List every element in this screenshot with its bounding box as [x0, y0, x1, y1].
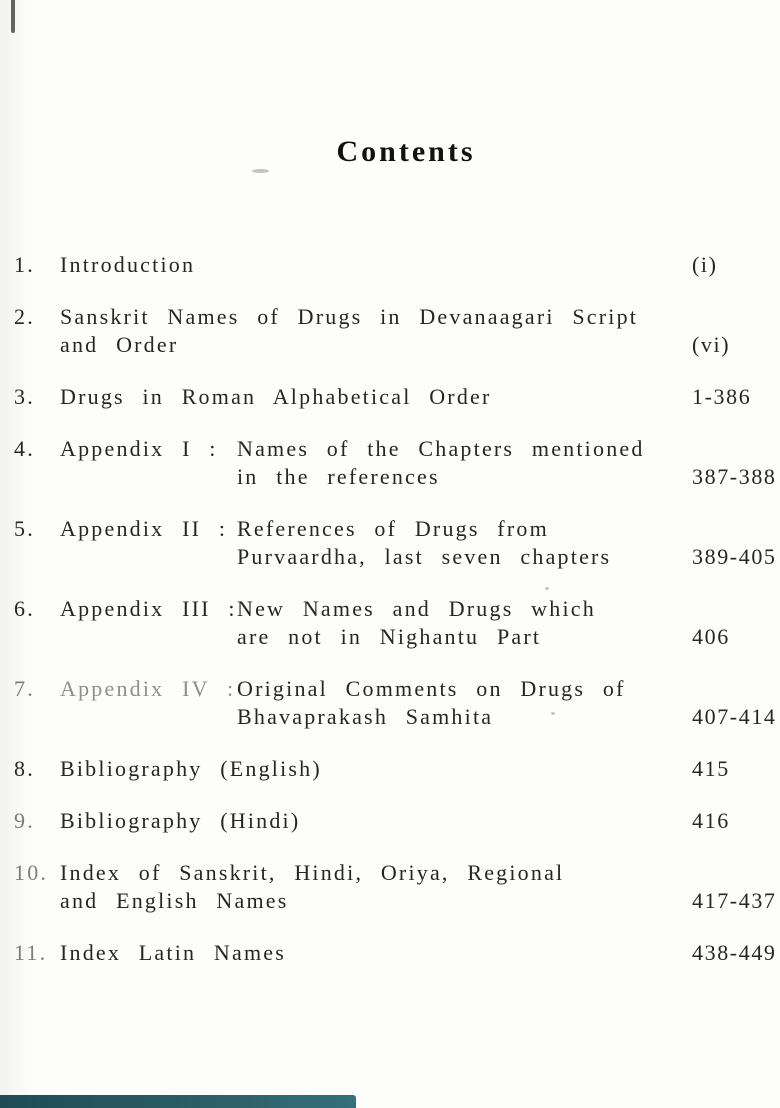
toc-item: 2. Sanskrit Names of Drugs in Devanaagari…: [0, 303, 780, 359]
title-line: Drugs in Roman Alphabetical Order: [60, 384, 492, 409]
item-title: Index Latin Names: [60, 939, 692, 967]
description-line: Names of the Chapters mentioned: [237, 436, 645, 461]
description-line: Original Comments on Drugs of: [237, 676, 626, 701]
description-line: Bhavaprakash Samhita: [237, 704, 494, 729]
toc-list: 1. Introduction (i) 2. Sanskrit Names of Dru…: [0, 251, 780, 967]
appendix-label: Appendix IV :: [60, 676, 236, 701]
description-line: in the references: [237, 464, 440, 489]
item-title: Drugs in Roman Alphabetical Order: [60, 383, 692, 411]
description-line: are not in Nighantu Part: [237, 624, 542, 649]
item-number: 3.: [14, 384, 35, 409]
item-title: Appendix IV : Original Comments on Drugs …: [60, 675, 692, 731]
item-title: Bibliography (English): [60, 755, 692, 783]
item-title: Appendix III : New Names and Drugs which a…: [60, 595, 692, 651]
toc-item: 4. Appendix I : Names of the Chapters ment…: [0, 435, 780, 491]
toc-item: 11. Index Latin Names 438-449: [0, 939, 780, 967]
item-number: 2.: [14, 304, 35, 329]
appendix-label: Appendix II :: [60, 516, 228, 541]
page-number: (i): [692, 252, 718, 277]
item-number: 5.: [14, 516, 35, 541]
toc-item: 5. Appendix II : References of Drugs from P…: [0, 515, 780, 571]
title-line: Bibliography (Hindi): [60, 808, 301, 833]
item-number: 4.: [14, 436, 35, 461]
title-line: and English Names: [60, 888, 289, 913]
title-line: Index of Sanskrit, Hindi, Oriya, Regiona…: [60, 860, 565, 885]
item-title: Index of Sanskrit, Hindi, Oriya, Regiona…: [60, 859, 692, 915]
item-title: Bibliography (Hindi): [60, 807, 692, 835]
title-line: Bibliography (English): [60, 756, 322, 781]
toc-item: 10. Index of Sanskrit, Hindi, Oriya, Regi…: [0, 859, 780, 915]
page-number: (vi): [692, 332, 731, 357]
toc-item: 8. Bibliography (English) 415: [0, 755, 780, 783]
item-number: 7.: [14, 676, 35, 701]
item-number: 6.: [14, 596, 35, 621]
page-number: 389-405: [692, 544, 777, 569]
appendix-description: References of Drugs from Purvaardha, last…: [237, 515, 692, 571]
appendix-label: Appendix I :: [60, 436, 218, 461]
appendix-description: New Names and Drugs which are not in Nigh…: [237, 595, 692, 651]
item-number: 9.: [14, 808, 35, 833]
toc-item: 9. Bibliography (Hindi) 416: [0, 807, 780, 835]
appendix-label: Appendix III :: [60, 596, 237, 621]
scan-smudge: [545, 587, 549, 590]
page-number: 416: [692, 808, 730, 833]
item-title: Appendix I : Names of the Chapters mentio…: [60, 435, 692, 491]
title-line: and Order: [60, 332, 179, 357]
item-number: 11.: [14, 940, 48, 965]
description-line: References of Drugs from: [237, 516, 549, 541]
description-line: Purvaardha, last seven chapters: [237, 544, 612, 569]
item-number: 8.: [14, 756, 35, 781]
toc-item: 6. Appendix III : New Names and Drugs whic…: [0, 595, 780, 651]
page-number: 407-414: [692, 704, 777, 729]
page-number: 417-437: [692, 888, 777, 913]
title-line: Introduction: [60, 252, 196, 277]
scan-smudge: [551, 712, 555, 715]
scan-artifact-top-left: [11, 0, 15, 33]
item-number: 10.: [14, 860, 49, 885]
item-title: Introduction: [60, 251, 692, 279]
item-title: Sanskrit Names of Drugs in Devanaagari S…: [60, 303, 692, 359]
toc-item: 1. Introduction (i): [0, 251, 780, 279]
toc-item: 3. Drugs in Roman Alphabetical Order 1-386: [0, 383, 780, 411]
appendix-description: Names of the Chapters mentioned in the re…: [237, 435, 692, 491]
page-number: 387-388: [692, 464, 777, 489]
scan-smudge: [252, 169, 269, 173]
scan-artifact-bottom-left: [0, 1095, 356, 1108]
page-number: 1-386: [692, 384, 752, 409]
title-line: Sanskrit Names of Drugs in Devanaagari S…: [60, 304, 639, 329]
title-line: Index Latin Names: [60, 940, 287, 965]
page-title: Contents: [336, 135, 476, 168]
description-line: New Names and Drugs which: [237, 596, 596, 621]
page-number: 438-449: [692, 940, 777, 965]
page-number: 406: [692, 624, 730, 649]
item-title: Appendix II : References of Drugs from Pur…: [60, 515, 692, 571]
page-number: 415: [692, 756, 730, 781]
item-number: 1.: [14, 252, 35, 277]
appendix-description: Original Comments on Drugs of Bhavaprakas…: [237, 675, 692, 731]
toc-item: 7. Appendix IV : Original Comments on Drug…: [0, 675, 780, 731]
